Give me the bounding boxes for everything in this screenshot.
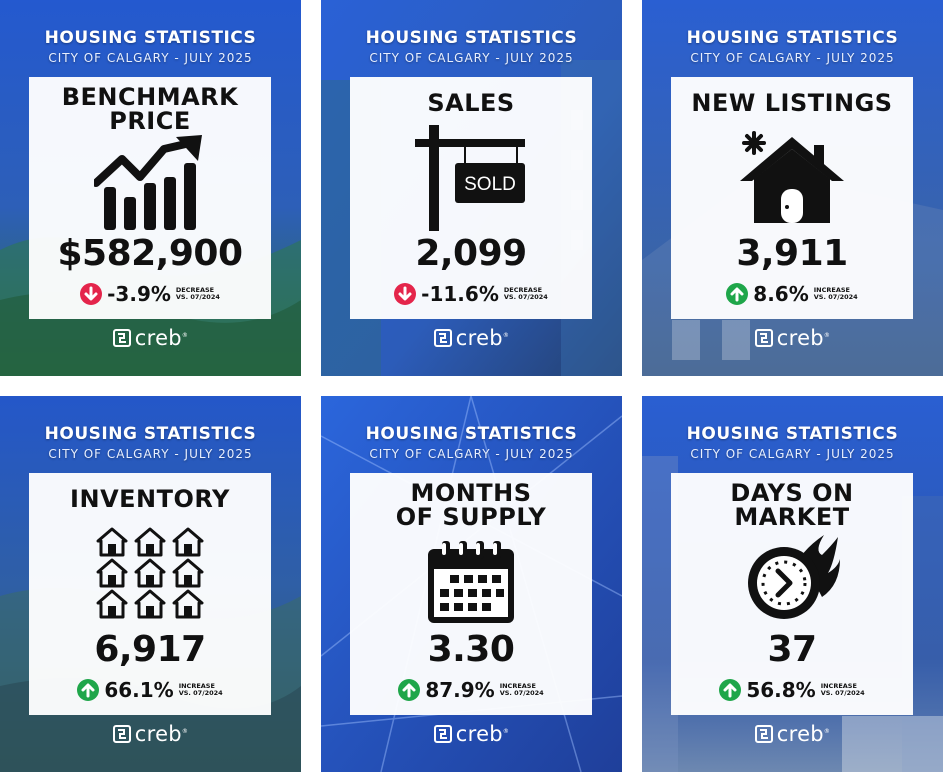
- stat-card-inventory: HOUSING STATISTICS CITY OF CALGARY - JUL…: [0, 396, 301, 772]
- up-arrow-icon: [77, 679, 100, 701]
- stat-title: MONTHS OF SUPPLY: [395, 479, 547, 531]
- up-arrow-icon: [398, 679, 421, 701]
- stat-card-days-on-market: HOUSING STATISTICS CITY OF CALGARY - JUL…: [642, 396, 943, 772]
- stat-panel: SALES SOLD 2,099 -11.6% DECREASE VS. 07/2…: [350, 77, 592, 319]
- stat-title: INVENTORY: [70, 485, 230, 513]
- stat-card-months-of-supply: HOUSING STATISTICS CITY OF CALGARY - JUL…: [321, 396, 622, 772]
- stat-value: 6,917: [94, 629, 206, 670]
- header-title: HOUSING STATISTICS: [365, 28, 578, 48]
- stat-value: 2,099: [415, 233, 527, 274]
- stat-value: 3,911: [736, 233, 848, 274]
- header-title: HOUSING STATISTICS: [44, 28, 257, 48]
- header-subtitle: CITY OF CALGARY - JULY 2025: [369, 51, 574, 65]
- change-note: DECREASE VS. 07/2024: [175, 285, 220, 301]
- stat-value: 37: [767, 629, 817, 670]
- change-percent: -3.9%: [107, 282, 171, 306]
- header-title: HOUSING STATISTICS: [44, 424, 257, 444]
- stat-title: BENCHMARK PRICE: [61, 83, 239, 135]
- change-note: INCREASE VS. 07/2024: [178, 681, 223, 697]
- header-title: HOUSING STATISTICS: [686, 28, 899, 48]
- new-house-icon: [671, 129, 913, 231]
- stat-card-sales: HOUSING STATISTICS CITY OF CALGARY - JUL…: [321, 0, 622, 376]
- creb-logo: creb®: [642, 326, 943, 350]
- header-title: HOUSING STATISTICS: [365, 424, 578, 444]
- stat-panel: MONTHS OF SUPPLY: [350, 473, 592, 715]
- creb-logo-icon: [433, 329, 452, 347]
- change-row: 8.6% INCREASE VS. 07/2024: [671, 282, 913, 306]
- change-note: INCREASE VS. 07/2024: [499, 681, 544, 697]
- stat-value: $582,900: [57, 233, 243, 274]
- calendar-icon: [350, 539, 592, 629]
- down-arrow-icon: [80, 283, 103, 305]
- header-title: HOUSING STATISTICS: [686, 424, 899, 444]
- change-row: -3.9% DECREASE VS. 07/2024: [29, 282, 271, 306]
- header-subtitle: CITY OF CALGARY - JULY 2025: [690, 447, 895, 461]
- change-note: INCREASE VS. 07/2024: [820, 681, 865, 697]
- change-percent: 56.8%: [746, 678, 816, 702]
- stat-panel: BENCHMARK PRICE $582,900 -3.9% DECREASE V…: [29, 77, 271, 319]
- down-arrow-icon: [394, 283, 417, 305]
- change-percent: -11.6%: [421, 282, 499, 306]
- rising-bar-chart-icon: [29, 135, 271, 234]
- change-row: -11.6% DECREASE VS. 07/2024: [350, 282, 592, 306]
- creb-logo-icon: [754, 725, 773, 743]
- stat-value: 3.30: [427, 629, 515, 670]
- sold-sign-icon: SOLD: [350, 123, 592, 237]
- change-percent: 87.9%: [425, 678, 495, 702]
- stat-title: DAYS ON MARKET: [730, 479, 854, 531]
- fast-clock-icon: [671, 533, 913, 627]
- creb-logo-icon: [112, 329, 131, 347]
- up-arrow-icon: [719, 679, 742, 701]
- svg-text:SOLD: SOLD: [464, 174, 516, 195]
- header-subtitle: CITY OF CALGARY - JULY 2025: [48, 51, 253, 65]
- stat-panel: NEW LISTINGS 3,911: [671, 77, 913, 319]
- header-subtitle: CITY OF CALGARY - JULY 2025: [48, 447, 253, 461]
- change-note: DECREASE VS. 07/2024: [503, 285, 548, 301]
- stat-panel: DAYS ON MARKET 37 56.8% INCREASE VS. 07/2…: [671, 473, 913, 715]
- creb-logo: creb®: [0, 326, 301, 350]
- houses-grid-icon: [29, 527, 271, 623]
- creb-logo-icon: [433, 725, 452, 743]
- stat-title: SALES: [427, 89, 515, 117]
- creb-logo-icon: [754, 329, 773, 347]
- header-subtitle: CITY OF CALGARY - JULY 2025: [690, 51, 895, 65]
- change-percent: 8.6%: [753, 282, 809, 306]
- creb-logo: creb®: [642, 722, 943, 746]
- up-arrow-icon: [726, 283, 749, 305]
- creb-logo: creb®: [321, 722, 622, 746]
- change-row: 87.9% INCREASE VS. 07/2024: [350, 678, 592, 702]
- stat-card-new-listings: HOUSING STATISTICS CITY OF CALGARY - JUL…: [642, 0, 943, 376]
- stat-card-benchmark-price: HOUSING STATISTICS CITY OF CALGARY - JUL…: [0, 0, 301, 376]
- change-row: 56.8% INCREASE VS. 07/2024: [671, 678, 913, 702]
- creb-logo: creb®: [0, 722, 301, 746]
- header-subtitle: CITY OF CALGARY - JULY 2025: [369, 447, 574, 461]
- creb-logo: creb®: [321, 326, 622, 350]
- change-row: 66.1% INCREASE VS. 07/2024: [29, 678, 271, 702]
- stat-title: NEW LISTINGS: [691, 89, 893, 117]
- stat-panel: INVENTORY 6,917 66.1% INC: [29, 473, 271, 715]
- creb-logo-icon: [112, 725, 131, 743]
- change-note: INCREASE VS. 07/2024: [813, 285, 858, 301]
- change-percent: 66.1%: [104, 678, 174, 702]
